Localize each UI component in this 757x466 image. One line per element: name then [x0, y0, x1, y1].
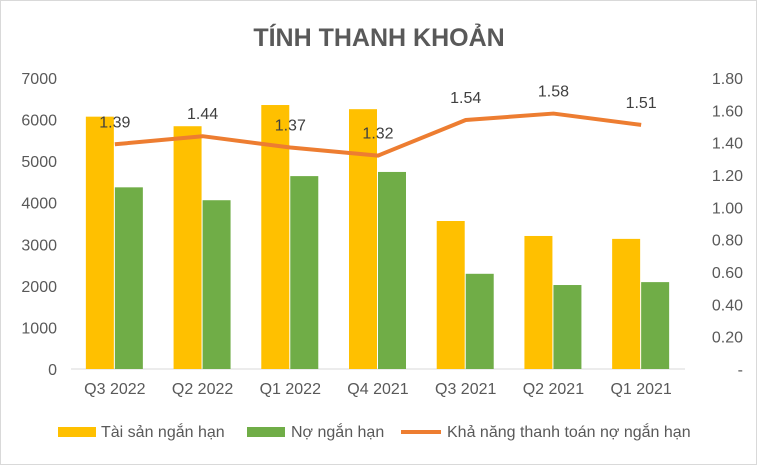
legend-label: Khả năng thanh toán nợ ngắn hạn — [447, 422, 691, 441]
right-axis-tick: 1.60 — [712, 103, 743, 120]
bar-tai-san-ngan-han — [524, 236, 552, 369]
legend-swatch-tai-san — [58, 427, 96, 437]
legend-label: Tài sản ngắn hạn — [101, 422, 225, 441]
bar-no-ngan-han — [553, 285, 581, 369]
left-axis-tick: 4000 — [21, 196, 57, 213]
bar-tai-san-ngan-han — [174, 126, 202, 369]
bar-no-ngan-han — [641, 282, 669, 369]
x-axis-tick: Q1 2022 — [260, 381, 321, 398]
x-axis-tick: Q3 2022 — [84, 381, 145, 398]
left-axis-tick: 7000 — [21, 71, 57, 88]
bar-tai-san-ngan-han — [86, 117, 114, 369]
right-axis-tick: 1.80 — [712, 71, 743, 88]
bar-no-ngan-han — [203, 200, 231, 369]
data-label: 1.58 — [538, 84, 569, 101]
right-axis-tick: 1.40 — [712, 136, 743, 153]
bar-tai-san-ngan-han — [612, 239, 640, 369]
bar-tai-san-ngan-han — [349, 109, 377, 369]
bar-no-ngan-han — [290, 176, 318, 369]
data-label: 1.44 — [187, 106, 218, 123]
bar-no-ngan-han — [115, 187, 143, 369]
bar-no-ngan-han — [378, 172, 406, 369]
data-label: 1.51 — [626, 95, 657, 112]
bar-no-ngan-han — [466, 274, 494, 369]
x-axis-tick: Q4 2021 — [347, 381, 408, 398]
data-label: 1.37 — [275, 118, 306, 135]
left-axis-tick: 0 — [48, 362, 57, 379]
x-axis-tick: Q2 2021 — [523, 381, 584, 398]
data-label: 1.39 — [99, 114, 130, 131]
bar-tai-san-ngan-han — [437, 221, 465, 369]
right-axis-tick: 0.80 — [712, 233, 743, 250]
data-label: 1.54 — [450, 90, 481, 107]
legend-swatch-no — [247, 427, 285, 437]
right-axis-tick: 0.60 — [712, 265, 743, 282]
right-axis-tick: 1.20 — [712, 168, 743, 185]
left-axis-tick: 5000 — [21, 154, 57, 171]
data-label: 1.32 — [362, 126, 393, 143]
right-axis-tick: 1.00 — [712, 200, 743, 217]
x-axis-tick: Q3 2021 — [435, 381, 496, 398]
left-axis-tick: 1000 — [21, 320, 57, 337]
right-axis-tick: 0.40 — [712, 297, 743, 314]
left-axis-tick: 2000 — [21, 279, 57, 296]
x-axis-tick: Q2 2022 — [172, 381, 233, 398]
right-axis-tick: 0.20 — [712, 330, 743, 347]
right-axis-tick: - — [738, 362, 743, 379]
x-axis-tick: Q1 2021 — [610, 381, 671, 398]
left-axis-tick: 6000 — [21, 113, 57, 130]
legend-label: Nợ ngắn hạn — [291, 422, 384, 441]
chart-title: TÍNH THANH KHOẢN — [253, 22, 504, 52]
left-axis-tick: 3000 — [21, 237, 57, 254]
